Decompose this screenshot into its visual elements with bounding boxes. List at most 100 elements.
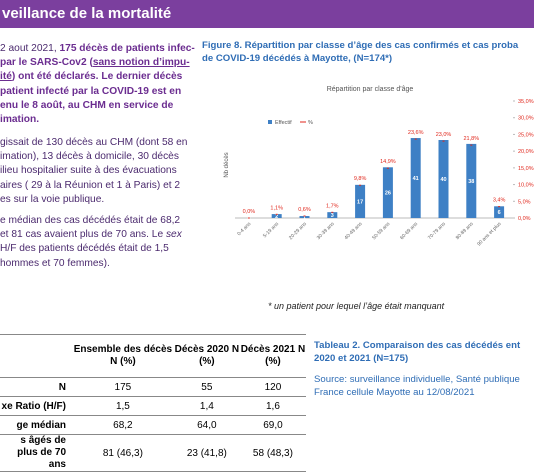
table-cell: 175 <box>72 377 174 397</box>
paragraph: 2 aout 2021, 175 décès de patients infec… <box>0 42 195 127</box>
bar <box>410 138 421 218</box>
x-tick-label: 40-49 ans <box>344 221 364 241</box>
text: de COVID-19 décédés à Mayotte, (N=174*) <box>202 52 393 64</box>
bar-value-label: 0 <box>247 216 250 222</box>
bar <box>271 214 282 218</box>
paragraph: gissait de 130 décès au CHM (dont 58 en … <box>0 136 187 207</box>
x-tick-label: 60-69 ans <box>399 221 419 241</box>
header-cell: Décès 2021 N (%) <box>239 334 306 378</box>
text: patient infecté par la COVID-19 est en <box>0 85 182 97</box>
y2-tick-label: 10,0% <box>518 183 534 189</box>
text: 2 aout 2021, <box>0 43 60 54</box>
x-tick-label: 5-19 ans <box>262 221 280 239</box>
table-cell: 58 (48,3) <box>239 434 306 472</box>
table-row: s âgés de plus de 70 ans 81 (46,3) 23 (41,… <box>0 434 306 472</box>
percent-label: 23,0% <box>436 132 452 138</box>
text: ité <box>0 71 12 83</box>
text: imation. <box>0 114 40 126</box>
y2-tick-label: 25,0% <box>518 132 534 138</box>
bar-value-label: 6 <box>498 210 501 216</box>
bar-value-label: 41 <box>413 176 419 182</box>
text: imation), 13 décès à domicile, 30 décès <box>0 151 179 163</box>
bar-value-label: 3 <box>331 213 334 219</box>
percent-label: 9,8% <box>354 176 367 182</box>
text: par le SARS-Cov2 ( <box>0 57 93 69</box>
header-cell <box>0 334 72 378</box>
paragraph: e médian des cas décédés était de 68,2 e… <box>0 214 182 271</box>
percent-label: 0,6% <box>298 207 311 213</box>
text: ilieu hospitalier suite à des évacuation… <box>0 165 177 177</box>
chart-title: Répartition par classe d'âge <box>327 86 414 93</box>
x-tick-label: 20-29 ans <box>288 221 308 241</box>
table-row: xe Ratio (H/F) 1,5 1,4 1,6 <box>0 396 306 416</box>
legend-label: Effectif <box>275 120 292 126</box>
bar-value-label: 38 <box>468 179 474 185</box>
percent-label: 1,7% <box>326 203 339 209</box>
bar <box>466 143 477 218</box>
bar <box>438 140 449 218</box>
text: hommes et 70 femmes). <box>0 257 110 269</box>
percent-label: 3,4% <box>493 198 506 204</box>
text: Figure 8. Répartition par classe d’âge d… <box>202 40 519 51</box>
y2-tick-label: 30,0% <box>518 116 534 122</box>
y-axis-label: Nb décès <box>224 152 230 177</box>
text: H/F des patients décédés était de 1,5 <box>0 243 169 255</box>
bar <box>494 206 505 218</box>
y2-tick-label: 0,0% <box>518 216 531 222</box>
table-cell: 68,2 <box>72 415 174 435</box>
text: e médian des cas décédés était de 68,2 <box>0 215 181 226</box>
text: ) ont été déclarés. Le dernier décès <box>11 71 183 83</box>
section-header: veillance de la mortalité <box>0 0 534 28</box>
table-cell: xe Ratio (H/F) <box>0 396 72 416</box>
x-tick-label: 50-59 ans <box>371 221 391 241</box>
table-cell: 69,0 <box>239 415 306 435</box>
footnote: * un patient pour lequel l’âge était man… <box>268 301 445 311</box>
x-tick-label: 30-39 ans <box>316 221 336 241</box>
bar <box>355 184 366 218</box>
table-cell: ge médian <box>0 415 72 435</box>
bar-value-label: 1 <box>303 215 306 221</box>
table-cell: 120 <box>239 377 306 397</box>
text: 2020 et 2021 (N=175) <box>314 352 409 364</box>
legend-swatch <box>268 120 272 124</box>
y2-tick-label: 5,0% <box>518 199 531 205</box>
table-cell: s âgés de plus de 70 ans <box>0 434 72 472</box>
y2-tick-label: 15,0% <box>518 166 534 172</box>
bar-value-label: 2 <box>275 214 278 220</box>
x-tick-label: 70-79 ans <box>427 221 447 241</box>
section-title: veillance de la mortalité <box>2 5 172 22</box>
text: es sur la voie publique. <box>0 193 105 205</box>
table-source: Source: surveillance individuelle, Santé… <box>314 374 520 399</box>
text: aires ( 29 à la Réunion et 1 à Paris) et… <box>0 179 181 191</box>
table-row: N 175 55 120 <box>0 377 306 397</box>
x-tick-label: 80-89 ans <box>455 221 475 241</box>
table-cell: 1,6 <box>239 396 306 416</box>
table-cell: 23 (41,8) <box>173 434 240 472</box>
figure-caption: Figure 8. Répartition par classe d’âge d… <box>202 40 518 65</box>
legend-label: % <box>308 120 313 126</box>
bar-value-label: 40 <box>440 177 446 183</box>
y2-tick-label: 20,0% <box>518 149 534 155</box>
text: 175 décès de patients infec- <box>59 43 195 54</box>
table-caption: Tableau 2. Comparaison des cas décédés e… <box>314 340 520 365</box>
y2-tick-label: 35,0% <box>518 99 534 105</box>
percent-label: 23,6% <box>408 130 424 136</box>
table-row: ge médian 68,2 64,0 69,0 <box>0 415 306 435</box>
table-cell: N <box>0 377 72 397</box>
percent-label: 21,8% <box>463 136 479 142</box>
text: France cellule Mayotte au 12/08/2021 <box>314 386 475 398</box>
header-cell: Décès 2020 N (%) <box>173 334 240 378</box>
bar <box>327 212 338 218</box>
chart: Répartition par classe d'âge Nb décès 0,… <box>224 86 534 247</box>
text: sex <box>165 229 182 241</box>
table-cell: 64,0 <box>173 415 240 435</box>
text: Source: surveillance individuelle, Santé… <box>314 374 520 385</box>
text: enu le 8 août, au CHM en service de <box>0 99 174 111</box>
table-cell: 1,5 <box>72 396 174 416</box>
table: Ensemble des décès N (%) Décès 2020 N (%… <box>0 334 306 472</box>
table-cell: 1,4 <box>173 396 240 416</box>
table-cell: 55 <box>173 377 240 397</box>
table-cell: 81 (46,3) <box>72 434 174 472</box>
percent-label: 0,0% <box>243 209 256 215</box>
